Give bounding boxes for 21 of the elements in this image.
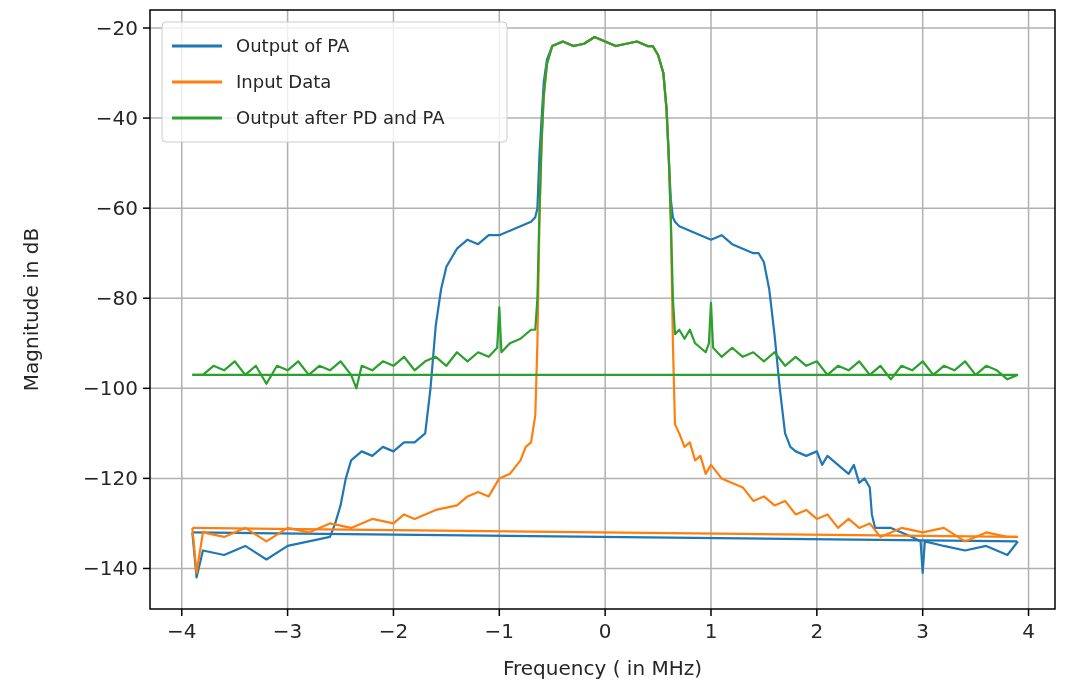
- y-tick-label: −20: [95, 16, 138, 41]
- y-tick-label: −120: [83, 466, 138, 491]
- x-axis-title: Frequency ( in MHz): [502, 656, 703, 680]
- legend-label: Output of PA: [236, 35, 351, 57]
- y-tick-label: −80: [95, 286, 138, 311]
- x-tick-label: 1: [704, 619, 718, 643]
- x-tick-label: 3: [916, 619, 930, 643]
- x-tick-label: −1: [484, 619, 515, 643]
- y-axis-title: Magnitude in dB: [19, 227, 43, 392]
- x-tick-label: 4: [1022, 619, 1035, 643]
- legend-label: Output after PD and PA: [236, 107, 446, 129]
- y-tick-label: −40: [95, 106, 138, 131]
- x-tick-label: −4: [167, 619, 197, 643]
- y-tick-label: −140: [83, 556, 138, 581]
- y-tick-label: −100: [83, 376, 138, 401]
- x-tick-label: −3: [272, 619, 303, 643]
- y-tick-label: −60: [95, 196, 138, 221]
- legend-label: Input Data: [236, 71, 332, 93]
- x-tick-label: 2: [810, 619, 824, 643]
- x-tick-label: −2: [378, 619, 409, 643]
- x-tick-label: 0: [598, 619, 612, 643]
